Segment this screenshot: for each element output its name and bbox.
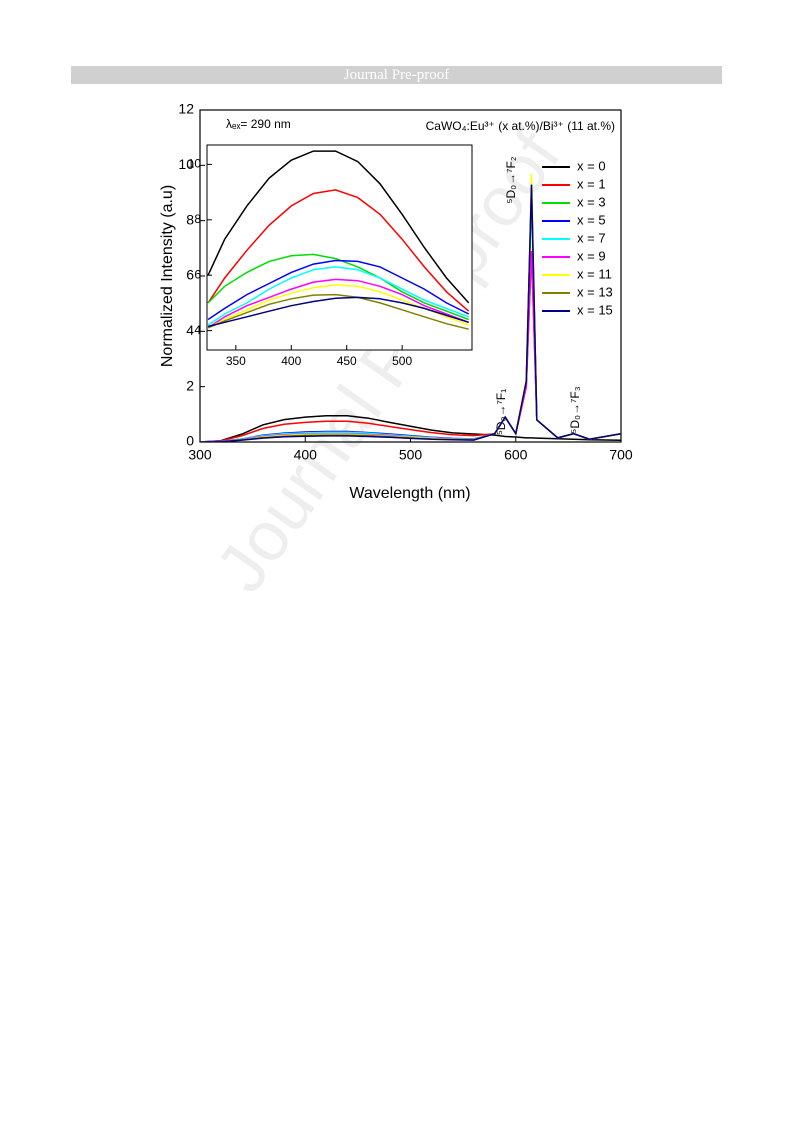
y-tick-label: 12 <box>178 101 194 117</box>
y-tick-label: 8 <box>186 211 194 227</box>
legend-label: x = 15 <box>577 302 613 317</box>
data-line <box>207 150 470 304</box>
data-line <box>207 266 469 326</box>
transition-label: ⁵D₀→⁷F₃ <box>568 386 582 433</box>
legend-label: x = 0 <box>577 158 606 173</box>
y-tick-label: 6 <box>186 267 194 283</box>
x-tick-label: 300 <box>188 447 212 463</box>
excitation-label: λₑₓ= 290 nm <box>226 117 291 131</box>
x-tick-label: 500 <box>392 354 412 368</box>
legend-label: x = 5 <box>577 212 606 227</box>
x-tick-label: 350 <box>226 354 246 368</box>
x-tick-label: 400 <box>281 354 301 368</box>
x-tick-label: 500 <box>399 447 423 463</box>
x-tick-label: 400 <box>294 447 318 463</box>
legend-label: x = 7 <box>577 230 606 245</box>
data-line <box>200 184 621 442</box>
legend-label: x = 1 <box>577 176 606 191</box>
transition-label: ⁵D₀→⁷F₂ <box>504 156 518 203</box>
header-title: Journal Pre-proof <box>343 67 450 83</box>
legend-label: x = 11 <box>577 266 612 281</box>
data-line <box>200 414 621 442</box>
x-tick-label: 600 <box>504 447 528 463</box>
data-line <box>207 278 469 329</box>
legend-label: x = 3 <box>577 194 606 209</box>
transition-label: ⁵D₀→⁷F₁ <box>494 389 508 435</box>
data-line <box>207 259 470 321</box>
y-tick-label: 4 <box>186 322 194 338</box>
x-axis-label: Wavelength (nm) <box>349 485 470 502</box>
x-tick-label: 450 <box>337 354 357 368</box>
legend-label: x = 13 <box>577 284 613 299</box>
y-tick-label: 2 <box>186 377 194 393</box>
y-tick-label: 6 <box>194 267 201 281</box>
y-tick-label: 8 <box>194 212 201 226</box>
y-tick-label: 10 <box>178 156 194 172</box>
header-bar: Journal Pre-proof <box>71 66 722 84</box>
y-axis-label: Normalized Intensity (a.u) <box>159 185 176 367</box>
data-line <box>207 189 470 312</box>
y-tick-label: 4 <box>194 323 201 337</box>
y-tick-label: 0 <box>186 433 194 449</box>
legend-label: x = 9 <box>577 248 606 263</box>
data-line <box>207 296 469 328</box>
sample-label: CaWO₄:Eu³⁺ (x at.%)/Bi³⁺ (11 at.%) <box>426 119 615 133</box>
x-tick-label: 700 <box>609 447 633 463</box>
y-tick-label: 10 <box>188 157 202 171</box>
data-line <box>207 293 469 330</box>
data-line <box>207 253 469 321</box>
